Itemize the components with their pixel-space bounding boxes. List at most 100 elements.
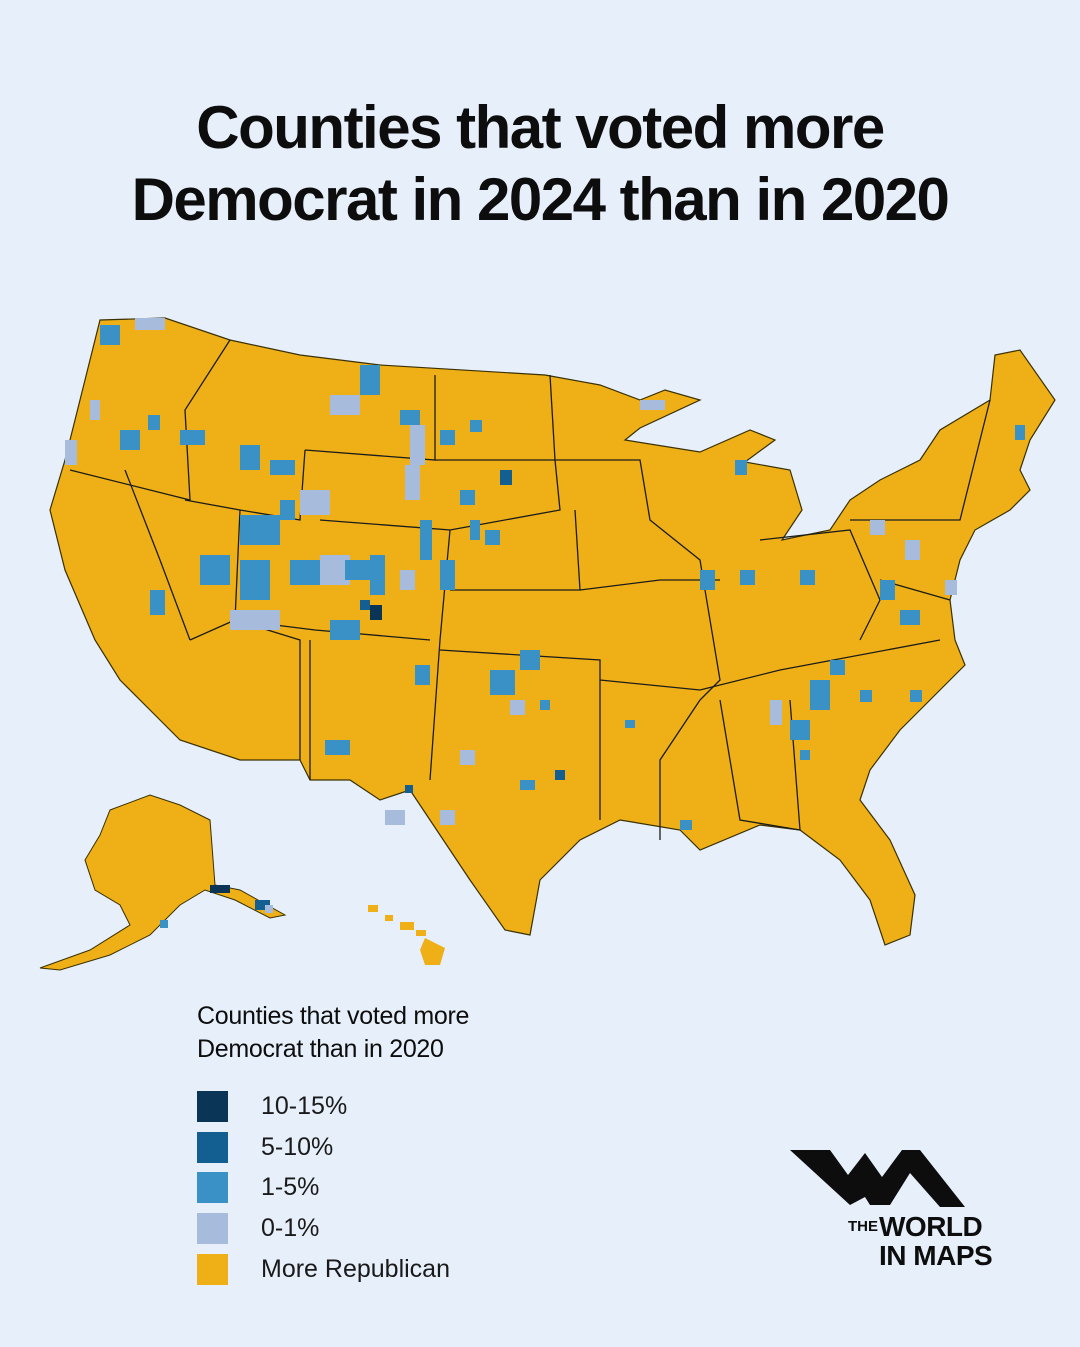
county-patch — [265, 905, 273, 913]
contiguous-us — [49, 317, 1056, 946]
county-patch — [735, 460, 747, 475]
county-patch — [520, 650, 540, 670]
county-patch — [325, 740, 350, 755]
legend-label: 0-1% — [261, 1213, 320, 1242]
legend-title: Counties that voted more Democrat than i… — [197, 1000, 469, 1066]
county-patch — [360, 600, 370, 610]
county-patch — [905, 540, 920, 560]
hawaii — [368, 905, 445, 965]
county-patch — [555, 770, 565, 780]
county-patch — [120, 430, 140, 450]
title-line-1: Counties that voted more — [196, 94, 885, 161]
wm-logo-mark-icon — [790, 1150, 965, 1207]
alaska — [39, 794, 287, 971]
county-patch — [345, 560, 370, 580]
legend-item: 5-10% — [197, 1127, 469, 1168]
legend-item: More Republican — [197, 1249, 469, 1290]
county-patch — [290, 560, 320, 585]
county-patch — [460, 490, 475, 505]
county-patch — [180, 430, 205, 445]
map-land — [39, 317, 1056, 971]
legend-item: 1-5% — [197, 1167, 469, 1208]
county-patch — [160, 920, 168, 928]
county-patch — [370, 555, 385, 595]
county-patch — [440, 810, 455, 825]
county-patch — [945, 580, 957, 595]
county-patch — [510, 700, 525, 715]
county-patch — [230, 610, 280, 630]
county-patch — [300, 490, 330, 515]
county-patch — [800, 570, 815, 585]
county-patch — [870, 520, 885, 535]
county-patch — [470, 520, 480, 540]
county-patch — [415, 665, 430, 685]
county-patch — [700, 570, 715, 590]
county-patch — [400, 410, 420, 425]
county-patch — [740, 570, 755, 585]
county-patch — [440, 560, 455, 590]
county-patch — [330, 620, 360, 640]
county-patch — [460, 750, 475, 765]
county-patch — [640, 400, 665, 410]
county-patch — [210, 885, 230, 893]
county-patch — [330, 395, 360, 415]
county-patch — [270, 460, 295, 475]
legend-label: 1-5% — [261, 1173, 320, 1202]
county-patch — [500, 470, 512, 485]
legend-title-line-1: Counties that voted more — [197, 1002, 470, 1030]
legend-swatch — [197, 1172, 228, 1204]
county-patch — [370, 605, 382, 620]
title-line-2: Democrat in 2024 than in 2020 — [131, 166, 950, 233]
county-patch — [255, 900, 270, 910]
legend-title-line-2: Democrat than in 2020 — [197, 1035, 444, 1063]
legend-item: 10-15% — [197, 1086, 469, 1127]
legend-item: 0-1% — [197, 1208, 469, 1249]
county-patch — [625, 720, 635, 728]
legend-items: 10-15% 5-10% 1-5% 0-1% More Republican — [197, 1086, 469, 1289]
county-patch — [385, 810, 405, 825]
county-patch — [240, 515, 280, 545]
county-patch — [400, 570, 415, 590]
county-patch — [680, 820, 692, 830]
logo-the: THE — [848, 1218, 878, 1235]
county-patch — [200, 555, 230, 585]
county-patch — [880, 580, 895, 600]
county-patch — [360, 365, 380, 395]
county-patch — [470, 420, 482, 432]
county-patch — [405, 465, 420, 500]
highlighted-counties — [65, 318, 1025, 928]
county-patch — [410, 425, 425, 465]
county-patch — [860, 690, 872, 702]
county-patch — [540, 700, 550, 710]
county-patch — [65, 440, 77, 465]
legend-swatch — [197, 1131, 228, 1163]
county-patch — [830, 660, 845, 675]
page-title: Counties that voted more Democrat in 202… — [0, 92, 1080, 236]
county-patch — [440, 430, 455, 445]
legend-label: 10-15% — [261, 1091, 348, 1120]
county-patch — [790, 720, 810, 740]
county-patch — [280, 500, 295, 520]
legend-swatch — [197, 1253, 228, 1285]
county-patch — [520, 780, 535, 790]
county-patch — [405, 785, 413, 793]
county-patch — [1015, 425, 1025, 440]
logo-line-2: IN MAPS — [879, 1240, 993, 1271]
county-patch — [100, 325, 120, 345]
county-patch — [150, 590, 165, 615]
county-patch — [770, 700, 782, 725]
the-world-in-maps-logo: THE WORLD IN MAPS — [790, 1145, 1010, 1275]
county-patch — [135, 318, 165, 330]
county-patch — [240, 560, 270, 600]
legend-swatch — [197, 1090, 228, 1122]
county-patch — [90, 400, 100, 420]
legend-swatch — [197, 1212, 228, 1244]
county-patch — [148, 415, 160, 430]
county-patch — [910, 690, 922, 702]
county-patch — [240, 445, 260, 470]
legend-label: 5-10% — [261, 1132, 334, 1161]
county-patch — [900, 610, 920, 625]
legend-label: More Republican — [261, 1254, 450, 1283]
county-patch — [485, 530, 500, 545]
county-patch — [420, 520, 432, 560]
